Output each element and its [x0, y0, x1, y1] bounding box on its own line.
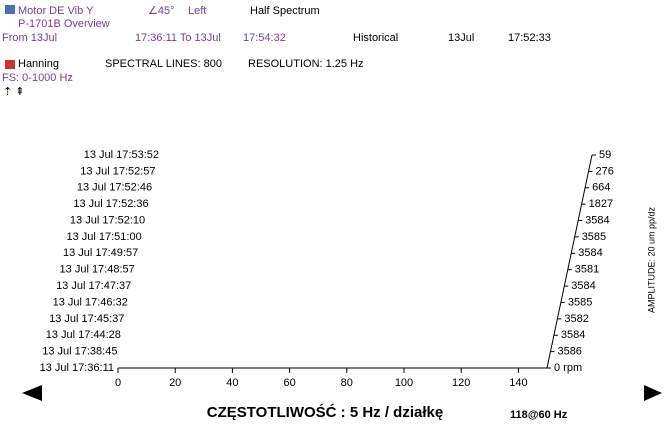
header-text: 17:36:11 To 13Jul: [135, 32, 221, 44]
footer-text: 118@60 Hz: [510, 409, 568, 421]
row-label: 13 Jul 17:49:57: [63, 247, 138, 259]
header-text: Hanning: [18, 58, 59, 70]
row-label: 13 Jul 17:51:00: [66, 231, 141, 243]
row-label: 13 Jul 17:36:11: [40, 362, 114, 374]
rpm-label: 3581: [575, 264, 599, 276]
row-label: 13 Jul 17:53:52: [84, 149, 159, 161]
x-tick-label: 40: [226, 377, 238, 389]
header-text: Left: [188, 5, 206, 17]
scroll-icon[interactable]: ⇡ ⇞: [3, 86, 25, 98]
axis-line: [546, 154, 593, 369]
header-text: RESOLUTION: 1.25 Hz: [248, 58, 364, 70]
rpm-label: 0 rpm: [554, 362, 582, 374]
rpm-label: 3585: [568, 296, 592, 308]
row-label: 13 Jul 17:48:57: [60, 264, 135, 276]
row-label: 13 Jul 17:52:57: [80, 165, 155, 177]
header-text: SPECTRAL LINES: 800: [105, 58, 222, 70]
header-text: From 13Jul: [2, 32, 57, 44]
rpm-label: 3584: [578, 247, 602, 259]
x-tick-label: 140: [509, 377, 527, 389]
icon: [5, 5, 15, 14]
x-tick-label: 60: [283, 377, 295, 389]
row-label: 13 Jul 17:52:10: [70, 214, 145, 226]
row-label: 13 Jul 17:38:45: [42, 346, 117, 358]
header-text: 17:54:32: [243, 32, 286, 44]
header-text: Historical: [353, 32, 398, 44]
next-arrow[interactable]: [644, 385, 662, 401]
header-text: P-1701B Overview: [18, 18, 110, 30]
rpm-label: 664: [592, 182, 610, 194]
rpm-label: 1827: [589, 198, 613, 210]
rpm-label: 3584: [585, 214, 609, 226]
header-text: 17:52:33: [508, 32, 551, 44]
rpm-label: 276: [596, 165, 614, 177]
rpm-label: 59: [599, 149, 611, 161]
row-label: 13 Jul 17:45:37: [49, 313, 124, 325]
header-text: Motor DE Vib Y: [18, 5, 94, 17]
row-label: 13 Jul 17:46:32: [53, 296, 128, 308]
header-text: 13Jul: [448, 32, 474, 44]
row-label: 13 Jul 17:52:36: [73, 198, 148, 210]
header-text: FS: 0-1000 Hz: [2, 72, 73, 84]
rpm-label: 3585: [582, 231, 606, 243]
row-label: 13 Jul 17:47:37: [56, 280, 131, 292]
x-axis-label: CZĘSTOTLIWOŚĆ : 5 Hz / działkę: [207, 403, 443, 421]
x-tick-label: 100: [395, 377, 413, 389]
waterfall-plot: 13 Jul 17:53:52 59 13 Jul 17:52:57 276 13 Ju…: [40, 149, 614, 389]
row-label: 13 Jul 17:44:28: [46, 329, 121, 341]
icon: [5, 60, 15, 69]
x-tick-label: 80: [341, 377, 353, 389]
x-tick-label: 120: [452, 377, 470, 389]
x-tick-label: 20: [169, 377, 181, 389]
header-text: ∠45°: [148, 5, 175, 17]
x-tick-label: 0: [115, 377, 121, 389]
header-text: Half Spectrum: [250, 5, 320, 17]
rpm-label: 3582: [564, 313, 588, 325]
rpm-label: 3584: [571, 280, 595, 292]
prev-arrow[interactable]: [22, 385, 42, 401]
rpm-label: 3584: [561, 329, 585, 341]
rpm-label: 3586: [557, 346, 581, 358]
y2-axis-label: AMPLITUDE: 20 um pp/dz: [646, 206, 656, 313]
row-label: 13 Jul 17:52:46: [77, 182, 152, 194]
